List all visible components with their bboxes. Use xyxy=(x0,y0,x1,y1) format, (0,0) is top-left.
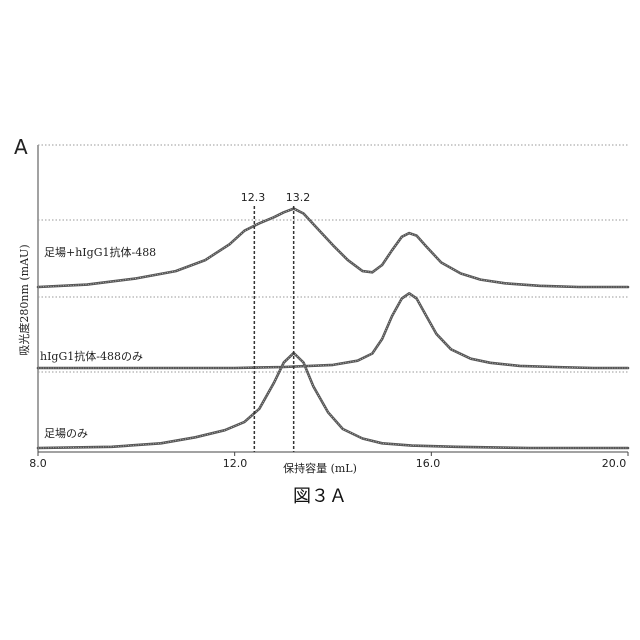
panel-letter: A xyxy=(14,135,28,159)
x-tick-label: 16.0 xyxy=(416,457,441,470)
y-axis-title: 吸光度280nm (mAU) xyxy=(17,244,31,355)
series-label-scaffold-only: 足場のみ xyxy=(44,427,88,440)
x-tick-label: 12.0 xyxy=(223,457,248,470)
plot-layer xyxy=(38,145,628,456)
series-label-scaffold-plus-antibody: 足場+hIgG1抗体-488 xyxy=(44,245,156,259)
marker-label-13-2: 13.2 xyxy=(286,191,311,204)
series-label-antibody-only: hIgG1抗体-488のみ xyxy=(40,349,143,363)
figure-caption: 図３Ａ xyxy=(293,486,347,507)
x-axis-title: 保持容量 (mL) xyxy=(283,461,357,475)
x-tick-label: 20.0 xyxy=(602,457,627,470)
marker-label-12-3: 12.3 xyxy=(241,191,266,204)
x-tick-label: 8.0 xyxy=(29,457,47,470)
